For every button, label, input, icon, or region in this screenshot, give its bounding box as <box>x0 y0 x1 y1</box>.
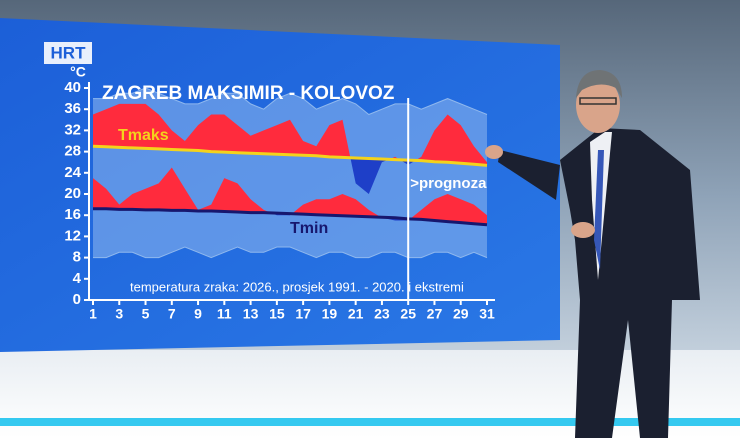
x-tick-label: 17 <box>295 306 311 322</box>
x-tick-label: 7 <box>168 306 176 322</box>
x-tick-label: 19 <box>322 306 338 322</box>
average-line <box>92 144 488 167</box>
annotation: temperatura zraka: 2026., prosjek 1991. … <box>130 279 464 294</box>
average-line <box>93 207 488 227</box>
y-tick-label: 20 <box>64 185 81 202</box>
hand <box>485 145 503 159</box>
y-tick-label: 4 <box>73 270 82 287</box>
y-tick-label: 16 <box>64 206 81 223</box>
y-tick-label: 8 <box>73 249 81 266</box>
x-tick-label: 21 <box>348 306 364 322</box>
y-tick-label: 24 <box>64 164 81 181</box>
tie <box>594 150 604 270</box>
x-tick-label: 23 <box>374 306 390 322</box>
chart-title: ZAGREB MAKSIMIR - KOLOVOZ <box>102 83 395 104</box>
x-tick-label: 13 <box>243 306 259 322</box>
head <box>576 77 620 133</box>
presenter <box>485 70 700 438</box>
x-tick-label: 15 <box>269 306 285 322</box>
x-tick-label: 3 <box>115 306 123 322</box>
floor-stripe <box>0 418 740 426</box>
hand <box>571 222 595 238</box>
logo-box <box>44 42 92 64</box>
y-axis-label: °C <box>70 64 86 80</box>
y-tick-label: 12 <box>64 227 81 244</box>
x-tick-label: 29 <box>453 306 469 322</box>
logo: HRT <box>51 43 87 62</box>
extreme-band <box>93 88 487 258</box>
glasses <box>579 97 617 105</box>
series-label: Tmaks <box>118 127 169 144</box>
arm <box>498 150 560 200</box>
x-tick-label: 27 <box>427 306 443 322</box>
x-tick-label: 11 <box>217 306 232 322</box>
y-tick-label: 32 <box>64 121 81 138</box>
x-tick-label: 31 <box>479 306 495 322</box>
x-tick-label: 25 <box>400 306 416 322</box>
x-tick-label: 1 <box>89 306 97 322</box>
extreme-min-line <box>93 246 488 259</box>
y-tick-label: 0 <box>73 291 81 308</box>
x-tick-label: 9 <box>194 306 202 322</box>
x-tick-label: 5 <box>142 306 150 322</box>
y-tick-label: 40 <box>64 79 81 96</box>
y-tick-label: 36 <box>64 100 81 117</box>
hair <box>576 70 622 98</box>
y-tick-label: 28 <box>64 143 81 160</box>
series-label: Tmin <box>290 220 328 237</box>
annotation: >prognoza <box>410 175 487 192</box>
anomaly-above <box>93 103 487 166</box>
extreme-max-line <box>93 87 488 116</box>
